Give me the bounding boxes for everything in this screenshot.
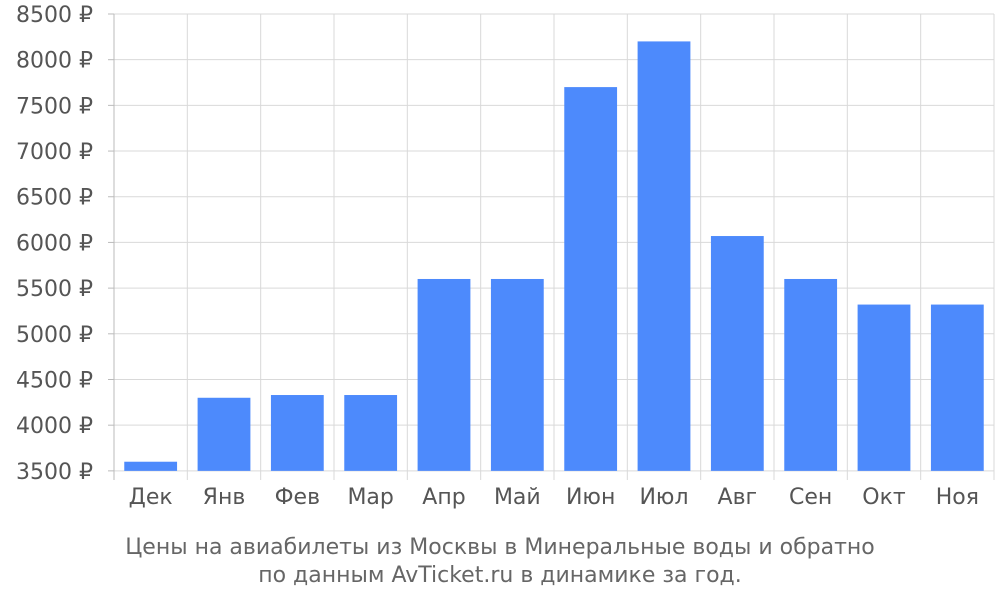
- bar-12: [930, 304, 984, 471]
- bar-6: [490, 278, 544, 471]
- chart-caption-line-2: по данным AvTicket.ru в динамике за год.: [258, 563, 742, 588]
- x-tick-label: Апр: [422, 485, 465, 510]
- x-tick-label: Июл: [639, 485, 688, 510]
- bar-9: [710, 236, 764, 471]
- y-tick-label: 7000 ₽: [16, 140, 93, 165]
- bar-chart: 3500 ₽ 4000 ₽ 4500 ₽ 5000 ₽ 5500 ₽ 6000 ₽ 6500…: [16, 3, 995, 510]
- bar-8: [637, 41, 691, 471]
- y-tick-label: 4000 ₽: [16, 414, 93, 439]
- x-tick-label: Окт: [862, 485, 906, 510]
- y-tick-label: 8500 ₽: [16, 3, 93, 28]
- bar-layer: [124, 41, 984, 471]
- y-tick-label: 4500 ₽: [16, 368, 93, 393]
- y-tick-label: 7500 ₽: [16, 94, 93, 119]
- bar-3: [270, 395, 324, 471]
- y-tick-label: 6500 ₽: [16, 186, 93, 211]
- x-tick-label: Фев: [275, 485, 320, 510]
- y-tick-label: 6000 ₽: [16, 231, 93, 256]
- bar-1: [124, 461, 178, 471]
- bar-11: [857, 304, 911, 471]
- axis-layer: 3500 ₽ 4000 ₽ 4500 ₽ 5000 ₽ 5500 ₽ 6000 ₽ 6500…: [16, 3, 979, 510]
- x-tick-label: Ноя: [936, 485, 979, 510]
- x-tick-label: Июн: [566, 485, 615, 510]
- x-tick-label: Янв: [203, 485, 246, 510]
- bar-7: [564, 87, 618, 471]
- bar-5: [417, 278, 471, 471]
- y-tick-label: 8000 ₽: [16, 49, 93, 74]
- chart-caption-line-1: Цены на авиабилеты из Москвы в Минеральн…: [125, 535, 875, 560]
- x-tick-label: Май: [494, 485, 541, 510]
- y-tick-label: 5500 ₽: [16, 277, 93, 302]
- bar-2: [197, 397, 251, 471]
- x-tick-label: Мар: [347, 485, 393, 510]
- bar-10: [784, 278, 838, 471]
- x-tick-label: Авг: [718, 485, 758, 510]
- x-tick-label: Сен: [789, 485, 832, 510]
- bar-4: [344, 395, 398, 471]
- y-tick-label: 3500 ₽: [16, 460, 93, 485]
- y-tick-label: 5000 ₽: [16, 323, 93, 348]
- x-tick-label: Дек: [129, 485, 173, 510]
